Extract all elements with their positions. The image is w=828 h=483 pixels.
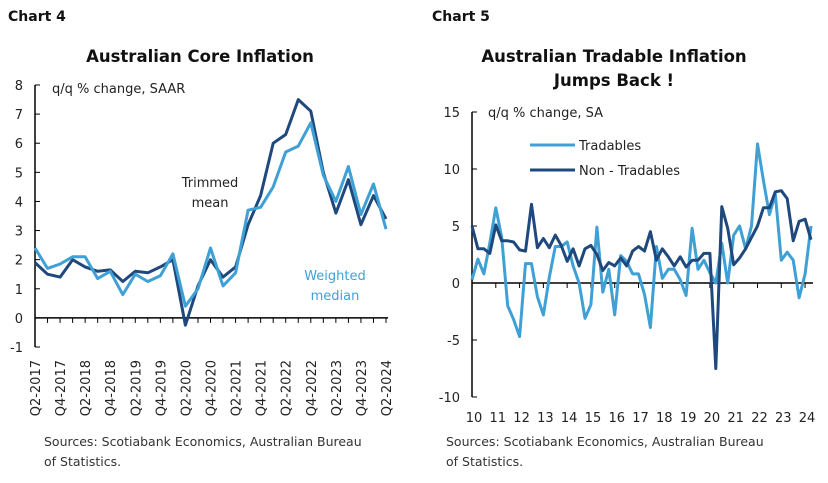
x-tick-label: 22	[751, 411, 768, 426]
x-tick-label: 19	[680, 411, 697, 426]
y-tick-label: 6	[15, 137, 23, 152]
y-tick-label: 8	[15, 79, 23, 94]
x-tick-label: 11	[490, 411, 507, 426]
y-tick-label: 3	[15, 225, 23, 240]
series-line-non-tradables	[470, 189, 813, 370]
x-tick-label: Q4-2019	[154, 360, 169, 416]
x-tick-label: 15	[585, 411, 602, 426]
y-tick-label: 2	[15, 254, 23, 269]
x-tick-label: Q2-2020	[179, 360, 194, 416]
x-tick-label: 12	[513, 411, 530, 426]
legend-tradables: Tradables	[578, 139, 641, 154]
weighted-median-label-1: Weighted	[304, 269, 366, 284]
series-line-tradables	[470, 142, 813, 339]
x-tick-label: Q4-2017	[54, 360, 69, 416]
y-tick-label: 4	[15, 195, 23, 210]
y-tick-label: -10	[439, 391, 460, 406]
trimmed-mean-label-1: Trimmed	[181, 176, 239, 191]
y-tick-label: 0	[452, 277, 460, 292]
x-tick-label: 24	[799, 411, 816, 426]
x-tick-label: Q2-2018	[79, 360, 94, 416]
x-tick-label: 20	[704, 411, 721, 426]
chart4-source-2: of Statistics.	[44, 454, 121, 469]
x-tick-label: Q4-2022	[305, 360, 320, 416]
y-tick-label: 0	[15, 312, 23, 327]
y-tick-label: -5	[447, 334, 460, 349]
y-tick-label: 5	[15, 166, 23, 181]
x-tick-label: Q2-2017	[29, 360, 44, 416]
x-tick-label: 21	[727, 411, 744, 426]
y-tick-label: -1	[10, 341, 23, 356]
x-tick-label: 14	[561, 411, 578, 426]
chart5-ylabel: q/q % change, SA	[488, 106, 603, 121]
chart4-ylabel: q/q % change, SAAR	[52, 82, 185, 97]
x-tick-label: Q2-2022	[280, 360, 295, 416]
chart4-title: Australian Core Inflation	[86, 47, 314, 66]
trimmed-mean-label-2: mean	[192, 196, 229, 211]
x-tick-label: 13	[537, 411, 554, 426]
x-tick-label: Q4-2020	[205, 360, 220, 416]
x-tick-label: Q4-2018	[104, 360, 119, 416]
chart4-source-1: Sources: Scotiabank Economics, Australia…	[44, 434, 362, 449]
y-tick-label: 15	[443, 106, 460, 121]
x-tick-label: Q2-2021	[230, 360, 245, 416]
y-tick-label: 7	[15, 108, 23, 123]
y-tick-label: 1	[15, 283, 23, 298]
x-tick-label: Q4-2023	[355, 360, 370, 416]
chart5-source-1: Sources: Scotiabank Economics, Australia…	[446, 434, 764, 449]
x-tick-label: 18	[656, 411, 673, 426]
chart5-title-1: Australian Tradable Inflation	[481, 47, 746, 66]
chart4-label: Chart 4	[8, 9, 66, 25]
x-tick-label: 23	[775, 411, 792, 426]
x-tick-label: 10	[466, 411, 483, 426]
weighted-median-label-2: median	[311, 289, 360, 304]
chart5-title-2: Jumps Back !	[553, 71, 674, 90]
x-tick-label: 16	[608, 411, 625, 426]
chart5-source-2: of Statistics.	[446, 454, 523, 469]
x-tick-label: Q2-2023	[330, 360, 345, 416]
x-tick-label: Q2-2024	[380, 360, 395, 416]
y-tick-label: 5	[452, 220, 460, 235]
y-tick-label: 10	[443, 163, 460, 178]
x-tick-label: Q2-2019	[129, 360, 144, 416]
legend-nontradables: Non - Tradables	[579, 164, 680, 179]
x-tick-label: Q4-2021	[255, 360, 270, 416]
chart5-label: Chart 5	[432, 9, 490, 25]
x-tick-label: 17	[632, 411, 649, 426]
